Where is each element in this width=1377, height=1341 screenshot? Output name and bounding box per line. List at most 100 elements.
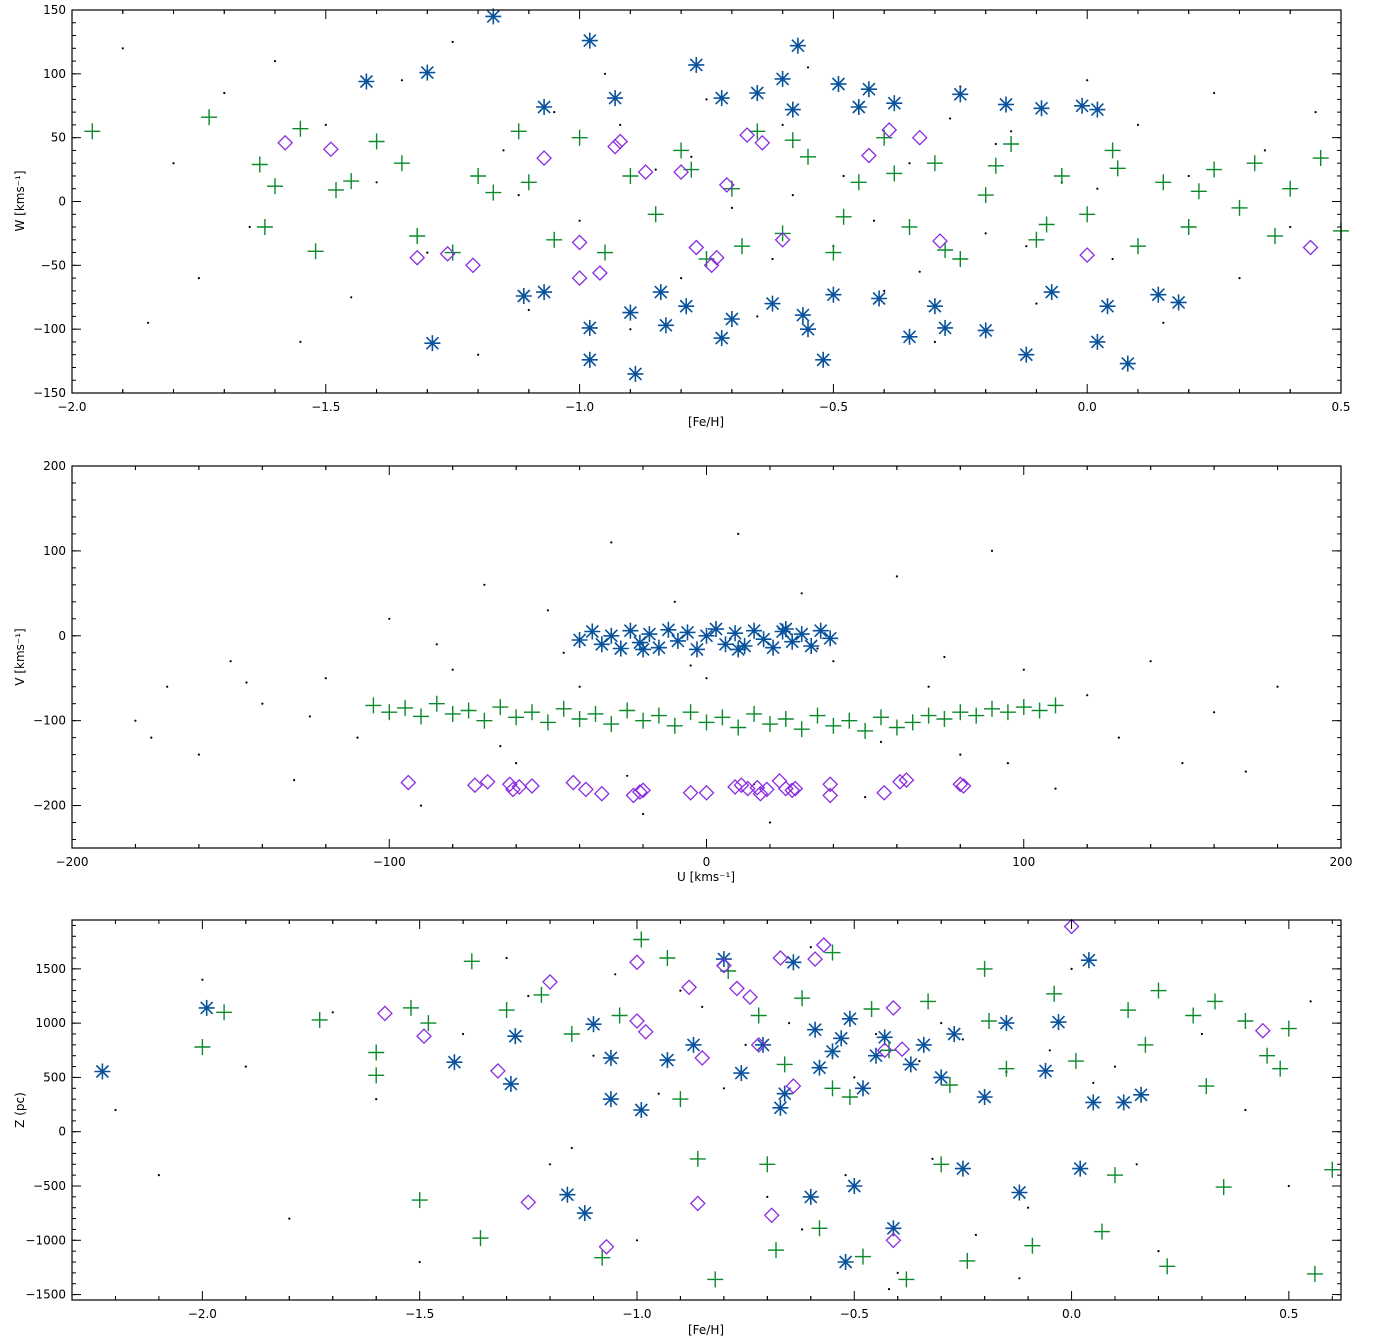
halo-diamond [688, 239, 704, 256]
thick-disc-plus [919, 706, 938, 725]
panel-z-vs-feh-frame [71, 919, 1342, 1301]
field-star-dot [1181, 762, 1184, 765]
field-star-dot [244, 1065, 247, 1068]
thick-disc-plus [497, 1001, 516, 1019]
thin-disc-asterisk [580, 319, 599, 337]
thin-disc-asterisk [845, 1177, 864, 1195]
thick-disc-plus [471, 1229, 490, 1247]
field-star-dot [1244, 770, 1247, 773]
thick-disc-plus [1184, 1006, 1202, 1025]
y-tick-label: −1500 [25, 1288, 66, 1302]
thick-disc-plus [306, 242, 325, 260]
thick-disc-plus [596, 243, 614, 262]
halo-diamond [578, 781, 594, 798]
x-tick-label: −200 [56, 855, 89, 869]
thick-disc-plus [1129, 237, 1147, 255]
field-star-dot [705, 677, 708, 680]
field-star-dot [610, 541, 613, 544]
field-star-dot [400, 79, 403, 82]
thick-disc-plus [408, 227, 426, 245]
thick-disc-plus [854, 1247, 872, 1266]
field-star-dot [592, 1054, 595, 1057]
x-tick-label: 0.0 [1078, 400, 1097, 414]
panel-z-vs-feh-marks [93, 918, 1342, 1291]
thick-disc-plus [784, 131, 802, 149]
y-tick-label: 0 [58, 195, 66, 209]
thin-disc-asterisk [776, 620, 795, 638]
field-star-dot [864, 796, 867, 799]
thick-disc-plus [396, 699, 414, 717]
thick-disc-plus [507, 708, 525, 726]
thick-disc-plus [200, 108, 218, 126]
thin-disc-asterisk [640, 625, 659, 643]
field-star-dot [166, 685, 169, 688]
field-star-dot [150, 736, 153, 739]
thick-disc-plus [1154, 173, 1173, 192]
thin-disc-asterisk [1088, 333, 1107, 351]
field-star-dot [896, 1271, 899, 1274]
thick-disc-plus [491, 698, 509, 716]
thin-disc-asterisk [997, 1014, 1016, 1032]
panel-w-vs-feh-xlabel: [Fe/H] [688, 415, 724, 429]
halo-diamond [612, 133, 628, 150]
thin-disc-asterisk [678, 623, 697, 642]
thick-disc-plus [936, 241, 954, 259]
thin-disc-asterisk [771, 1099, 790, 1117]
thin-disc-asterisk [659, 620, 678, 639]
thin-disc-asterisk [1169, 293, 1188, 312]
halo-diamond [479, 774, 496, 790]
field-star-dot [1048, 1049, 1051, 1052]
thin-disc-asterisk [558, 1185, 577, 1204]
field-star-dot [768, 821, 772, 824]
thin-disc-asterisk [783, 632, 802, 651]
field-star-dot [766, 1195, 769, 1198]
thick-disc-plus [610, 1006, 629, 1025]
thick-disc-plus [733, 237, 751, 255]
thin-disc-asterisk [726, 624, 744, 643]
thick-disc-plus [266, 177, 284, 195]
thick-disc-plus [761, 715, 779, 733]
thick-disc-plus [823, 1079, 842, 1098]
field-star-dot [548, 1163, 552, 1166]
thin-disc-asterisk [502, 1075, 520, 1093]
field-star-dot [172, 162, 175, 165]
field-star-dot [1054, 787, 1057, 790]
y-tick-label: 150 [43, 3, 66, 17]
thin-disc-asterisk [1032, 99, 1051, 118]
thin-disc-asterisk [976, 321, 995, 340]
thin-disc-asterisk [723, 310, 741, 328]
field-star-dot [657, 1092, 660, 1095]
halo-diamond [912, 130, 928, 146]
panel-w-vs-feh-ylabel: W [kms⁻¹] [13, 170, 27, 231]
thin-disc-asterisk [951, 85, 970, 104]
thick-disc-plus [1136, 1036, 1155, 1054]
thin-disc-asterisk [575, 1204, 594, 1222]
field-star-dot [744, 1043, 747, 1046]
thin-disc-asterisk [580, 31, 599, 50]
field-star-dot [701, 1005, 704, 1009]
thin-disc-asterisk [936, 319, 954, 337]
field-star-dot [1035, 302, 1038, 305]
y-tick-label: −100 [33, 322, 66, 336]
halo-diamond [377, 1005, 393, 1022]
panel-v-vs-u-ticks: −200 −100 0 100 200 −200 −100 0 100 200 [33, 459, 1352, 869]
thick-disc-plus [402, 999, 420, 1017]
thick-disc-plus [555, 700, 573, 718]
halo-diamond [520, 1194, 536, 1210]
halo-diamond [594, 786, 610, 802]
field-star-dot [245, 681, 248, 684]
thick-disc-plus [1271, 1059, 1289, 1078]
halo-diamond [739, 127, 755, 143]
thin-disc-asterisk [570, 631, 589, 649]
thick-disc-plus [1258, 1046, 1276, 1065]
thick-disc-plus [1027, 231, 1046, 249]
field-star-dot [1117, 736, 1120, 739]
thin-disc-asterisk [626, 365, 645, 383]
thick-disc-plus [1206, 992, 1224, 1011]
thick-disc-plus [666, 717, 684, 735]
x-tick-label: 100 [1012, 855, 1035, 869]
thin-disc-asterisk [1017, 345, 1036, 364]
thick-disc-plus [713, 708, 732, 726]
field-star-dot [515, 762, 518, 765]
halo-diamond [694, 1050, 710, 1066]
